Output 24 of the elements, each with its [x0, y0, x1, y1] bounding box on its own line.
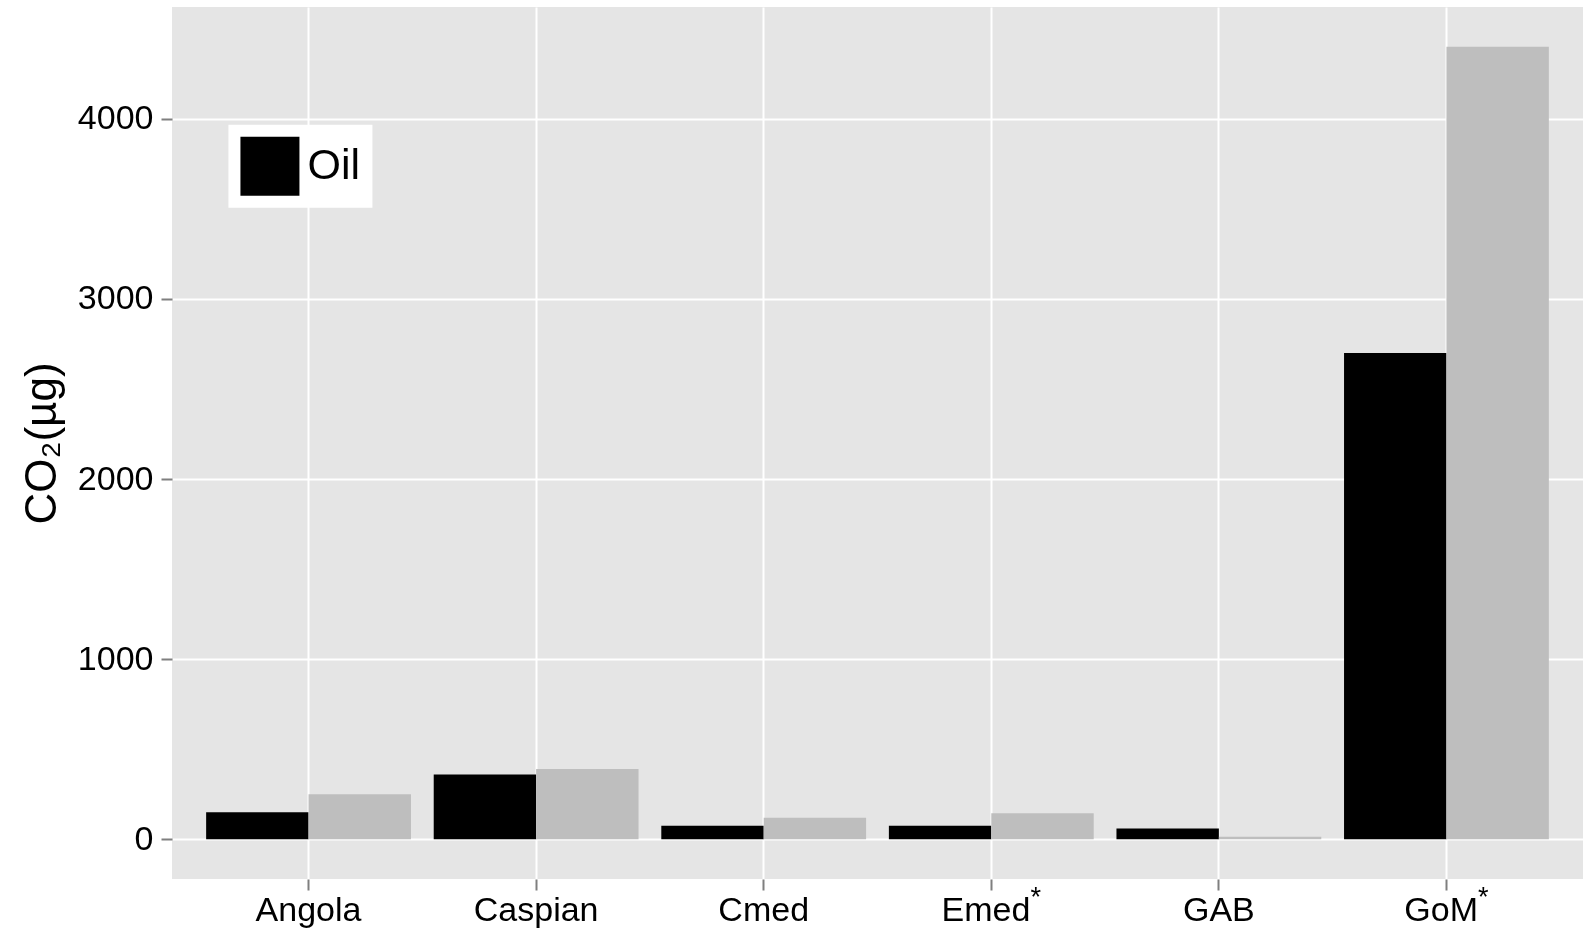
- bar: [433, 774, 537, 840]
- bar: [308, 794, 411, 840]
- bar: [536, 769, 639, 840]
- legend-label: Oil: [307, 140, 360, 189]
- x-tick-label: Cmed: [718, 889, 810, 928]
- y-tick-label: 4000: [77, 98, 154, 137]
- x-tick-label: GAB: [1182, 889, 1255, 928]
- y-tick-label: 2000: [77, 458, 154, 497]
- bar: [1116, 828, 1219, 840]
- bar: [888, 825, 992, 840]
- x-tick-label: Angola: [255, 889, 362, 928]
- bar: [1446, 46, 1549, 840]
- bar: [1344, 352, 1447, 840]
- x-tick-label: Emed$^{*}$: [941, 880, 1042, 928]
- x-tick-label: Caspian: [473, 889, 599, 928]
- bar: [763, 817, 867, 840]
- y-tick-label: 3000: [77, 278, 154, 317]
- y-tick-label: 0: [134, 818, 154, 857]
- x-tick-label: GoM$^{*}$: [1404, 880, 1489, 928]
- bar: [206, 812, 309, 840]
- bar: [991, 813, 1094, 840]
- y-tick-label: 1000: [77, 638, 154, 677]
- bar: [661, 825, 764, 840]
- y-axis-title: CO₂(µg): [15, 362, 65, 525]
